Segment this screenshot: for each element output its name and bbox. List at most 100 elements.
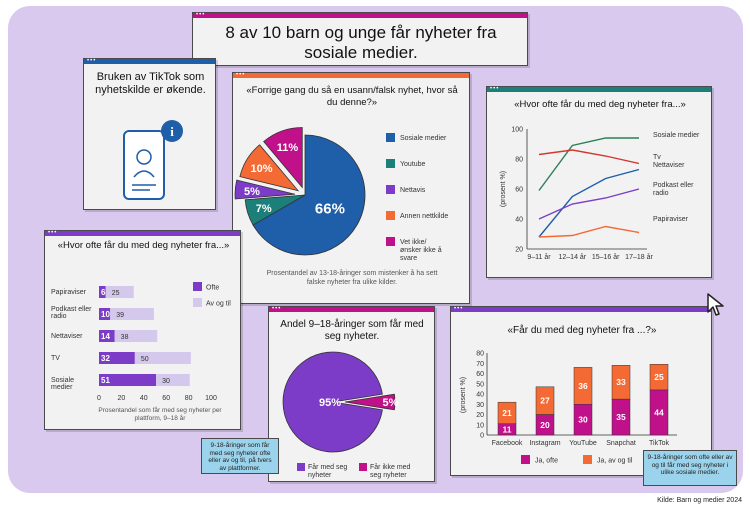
legend-label: Sosiale medier [400,135,447,142]
legend-label: Youtube [400,161,426,168]
hbar-chart: Papiraviser 6 25 Podkast eller radio 10 39 Nett… [51,282,231,402]
legend-swatch [386,159,395,168]
y-tick-label: 10 [476,422,484,429]
bar-segment [110,308,154,320]
bar-segment [535,386,555,415]
fake-news-note: Prosentandel av 13-18-åringer som misten… [266,270,438,286]
bar-value-label: 51 [101,376,110,385]
bar-value-label: 6 [101,288,106,297]
y-tick-label: 70 [476,361,484,368]
fake-news-window: ••• «Forrige gang du så en usann/falsk n… [232,72,470,304]
series-label: Tv [653,154,661,161]
legend-label: Ja, ofte [535,458,558,465]
x-tick-label: 12–14 år [559,253,587,261]
y-tick-label: 20 [476,412,484,419]
bar-value-label: 35 [616,412,626,422]
legend-label: Vet ikke/ønsker ikke å svare [400,239,442,262]
headline-window: ••• 8 av 10 barn og unge får nyheter fra… [192,12,528,66]
slice-value-label: 95% [319,397,341,409]
legend-swatch [386,185,395,194]
bar-value-label: 50 [141,356,149,363]
bar-value-label: 44 [654,407,664,417]
bar-value-label: 30 [162,378,170,385]
slice-value-label: 7% [256,203,272,215]
fake-news-title: «Forrige gang du så en usann/falsk nyhet… [246,85,458,108]
hbar-window: ••• «Hvor ofte får du med deg nyheter fr… [44,230,241,430]
platform-callout: 9-18-åringer som ofte eller av og til få… [643,450,737,486]
share-callout: 9-18-åringer som får med seg nyheter oft… [201,438,279,474]
legend-swatch [359,463,367,471]
y-tick-label: 20 [515,247,523,254]
y-tick-label: 80 [476,351,484,358]
category-label: Papiraviser [51,289,87,296]
bar-segment [99,308,111,320]
bar-segment [573,367,593,405]
y-tick-label: 40 [476,392,484,399]
pie-slice [239,144,300,192]
legend-label: Av og til [206,301,231,308]
x-tick-label: 15–16 år [592,253,620,261]
category-label: TV [51,355,60,362]
x-tick-label: 9–11 år [527,253,551,261]
legend-label: Ofte [206,285,219,292]
y-tick-label: 0 [480,433,484,440]
legend-label: Får ikke med seg nyheter [370,463,411,479]
x-tick-label: 60 [162,395,170,402]
x-tick-label: Snapchat [606,440,636,447]
category-label: Podkast eller radio [51,306,92,320]
slice-value-label: 66% [315,200,345,217]
bar-value-label: 39 [116,312,124,319]
bar-segment [99,352,135,364]
svg-text:i: i [170,124,174,139]
line-chart: 20 40 60 80 100 9–11 år 12–14 år 15–16 år 17–18 … [500,127,700,262]
x-tick-label: Facebook [492,440,523,447]
series-label: Sosiale medier [653,132,700,139]
category-label: Nettaviser [51,333,83,340]
bar-segment [649,364,669,391]
series-label: Nettaviser [653,162,685,169]
bar-value-label: 11 [503,424,512,434]
phone-info-icon: i [123,120,183,200]
legend-swatch [386,133,395,142]
bar-value-label: 14 [101,332,110,341]
slice-value-label: 5% [383,397,399,409]
x-tick-label: 100 [205,395,217,402]
bar-segment [156,374,190,386]
bar-segment [611,365,631,400]
series-line [538,149,640,165]
slice-value-label: 11% [277,142,299,154]
headline: 8 av 10 barn og unge får nyheter fra sos… [225,23,497,62]
legend-label: Får med seg nyheter [308,463,347,479]
y-tick-label: 50 [476,381,484,388]
hbar-title: «Hvor ofte får du med deg nyheter fra...… [57,240,230,251]
y-tick-label: 30 [476,402,484,409]
slice-value-label: 10% [250,163,272,175]
line-chart-window: ••• «Hvor ofte får du med deg nyheter fr… [486,86,712,278]
x-tick-label: 80 [185,395,193,402]
series-line [538,168,640,238]
x-tick-label: 20 [118,395,126,402]
legend-swatch [521,455,530,464]
x-tick-label: 40 [140,395,148,402]
y-tick-label: 100 [511,127,523,134]
category-label: Sosiale medier [51,377,74,391]
bar-value-label: 33 [616,377,626,387]
bar-segment [99,374,157,386]
share-callout-text: 9-18-åringer som får med seg nyheter oft… [208,442,272,472]
share-title: Andel 9–18-åringer som får med seg nyhet… [280,319,424,342]
y-tick-label: 60 [515,187,523,194]
legend-label: Ja, av og til [597,458,633,465]
y-axis-label: (prosent %) [500,171,507,207]
series-label: Papiraviser [653,216,689,223]
bar-value-label: 10 [101,310,110,319]
pie-slice [234,179,296,200]
bar-value-label: 32 [101,354,110,363]
legend-swatch [193,298,202,307]
bar-value-label: 20 [540,420,550,430]
cursor-icon [707,293,724,316]
x-tick-label: 0 [97,395,101,402]
tiktok-card: ••• Bruken av TikTok som nyhetskilde er … [83,58,216,210]
bar-value-label: 21 [502,408,512,418]
